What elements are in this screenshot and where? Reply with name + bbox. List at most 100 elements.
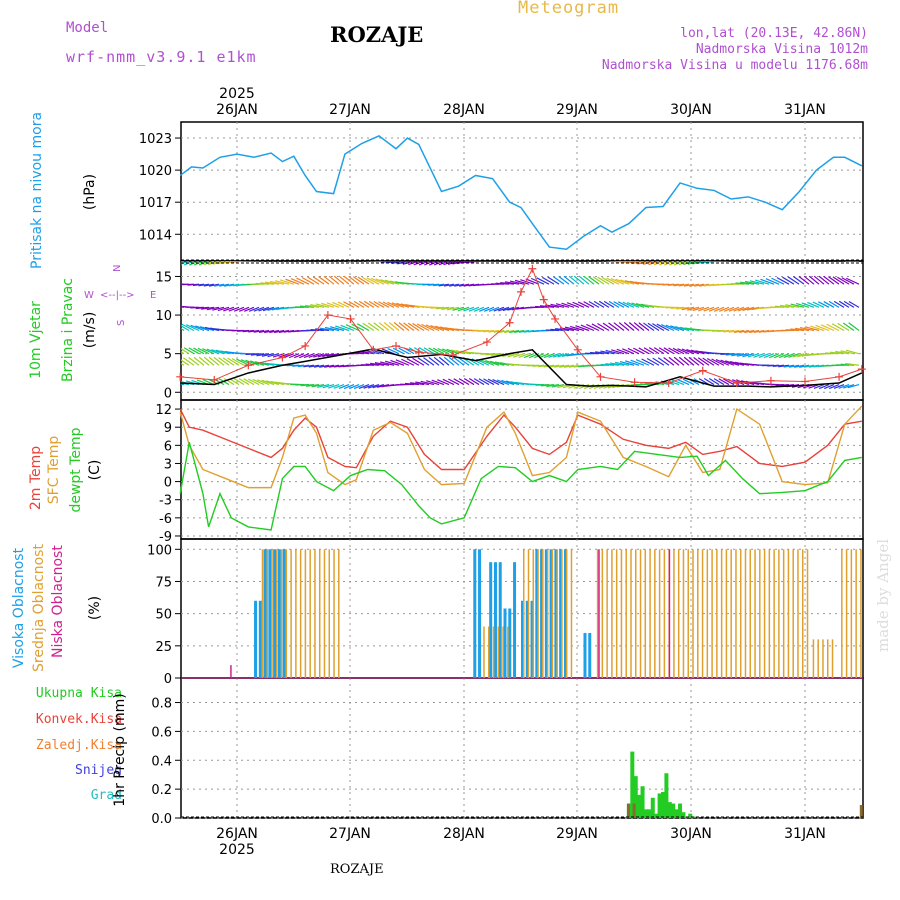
wind-barb [477, 329, 490, 332]
mid-cloud-bar [542, 549, 544, 678]
mid-cloud-bar [502, 626, 504, 678]
wind-barb [767, 364, 780, 367]
high-cloud-bar [544, 549, 548, 678]
day-label-bottom: 31JAN [784, 826, 826, 842]
wind-barb [602, 322, 615, 331]
mid-cloud-bar [615, 549, 618, 678]
wind-barb [678, 283, 690, 287]
wind-barb [708, 378, 720, 386]
compass-east: E [150, 290, 156, 301]
wind-barb [720, 359, 735, 366]
mid-cloud-bar [299, 549, 302, 678]
wind-barb [201, 306, 215, 310]
wind-barb [815, 324, 830, 332]
wind-barb [513, 329, 525, 334]
legend-snow: Snijeg [75, 763, 122, 778]
wind-barb [248, 378, 260, 386]
high-cloud-bar [503, 608, 507, 678]
wind-barb [672, 347, 685, 355]
mid-cloud-bar [802, 549, 804, 678]
wind-barb [181, 348, 190, 355]
wind-barb [203, 283, 215, 287]
mid-cloud-bar [323, 549, 326, 678]
wind-barb [262, 306, 275, 312]
wind-barb [393, 322, 405, 331]
wind-barb [190, 324, 205, 332]
wind-barb [625, 360, 640, 366]
frozen-precip-bar [859, 805, 863, 818]
wind-barb [420, 380, 435, 386]
wind-barb [252, 378, 265, 386]
wind-barb [267, 306, 280, 311]
mid-cloud-bar [492, 626, 495, 678]
wind-barb [333, 364, 345, 368]
total-precip-bar [688, 813, 693, 818]
wind-barb [673, 356, 685, 366]
wind-barb [300, 383, 315, 387]
wind-barb [485, 353, 500, 356]
wind-barb [269, 329, 280, 334]
wind-barb [843, 383, 855, 389]
wind-barb [370, 362, 385, 366]
wind-barb [363, 383, 375, 389]
wind-barb [742, 306, 755, 312]
wind-barb [575, 325, 590, 332]
wind-barb [487, 378, 500, 386]
wind-gust-marker [301, 341, 310, 350]
wind-barb [183, 261, 195, 266]
page-title: ROZAJE [330, 22, 424, 47]
wind-barb [214, 283, 225, 287]
wind-barb [457, 306, 470, 312]
wind-barb [652, 357, 665, 366]
wind-barb [482, 329, 495, 333]
wind-barb [845, 362, 860, 366]
wind-barb [432, 347, 445, 355]
wind-barb [780, 304, 795, 308]
wind-barbs [181, 261, 860, 390]
wind-barb [620, 279, 635, 285]
wind-barb [698, 283, 710, 287]
wind-barb [532, 364, 545, 367]
wind-barb [739, 329, 750, 334]
wind-barb [667, 283, 680, 287]
wind-barb [208, 283, 220, 287]
wind-barb [181, 351, 185, 355]
wind-barb [430, 324, 445, 332]
wind-gust-marker [801, 377, 809, 386]
wind-barb [840, 363, 855, 366]
mid-cloud-bar [285, 549, 288, 678]
wind-barb [638, 322, 650, 331]
wind-barb [198, 261, 210, 266]
wind-barb [555, 303, 570, 308]
y-tick-label: 0.8 [151, 697, 172, 712]
wind-barb [463, 283, 475, 287]
wind-barb [507, 353, 520, 358]
wind-barb [681, 348, 695, 355]
wind-barb [265, 281, 280, 285]
wind-barb [441, 306, 455, 311]
wind-barb [803, 275, 815, 285]
wind-barb [775, 383, 790, 387]
wind-barb [661, 324, 675, 332]
wind-barb [619, 361, 635, 366]
wind-barb [670, 325, 685, 332]
wind-barb [244, 306, 255, 312]
wind-barb [613, 301, 625, 308]
wind-barb [404, 382, 420, 386]
mid-cloud-bar [304, 549, 307, 678]
wind-barb [694, 283, 705, 287]
wind-barb [442, 378, 455, 386]
wind-barb [426, 380, 440, 386]
wind-barb [468, 378, 480, 386]
wind-barb [448, 378, 460, 386]
wind-barb [769, 353, 780, 359]
mid-cloud-bar [644, 549, 647, 678]
wind-barb [433, 261, 445, 266]
wind-barb [233, 306, 245, 312]
mid-cloud-bar [635, 549, 637, 678]
wind-barb [387, 348, 400, 355]
wind-barb [313, 364, 325, 368]
wind-barb [328, 275, 340, 285]
wind-barb [193, 347, 205, 355]
